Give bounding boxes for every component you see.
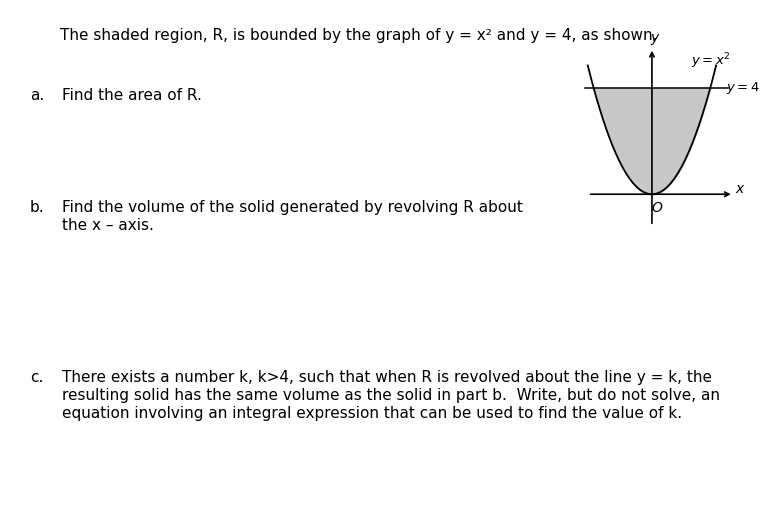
Text: $y = x^2$: $y = x^2$ [692,51,731,71]
Text: $y = 4$: $y = 4$ [727,80,760,96]
Text: c.: c. [30,370,43,385]
Text: Find the volume of the solid generated by revolving R about: Find the volume of the solid generated b… [62,200,523,215]
Text: There exists a number k, k>4, such that when R is revolved about the line y = k,: There exists a number k, k>4, such that … [62,370,712,385]
Text: a.: a. [30,88,44,103]
Text: The shaded region, R, is bounded by the graph of y = x² and y = 4, as shown.: The shaded region, R, is bounded by the … [60,28,657,43]
Text: $y$: $y$ [650,32,660,47]
Text: resulting solid has the same volume as the solid in part b.  Write, but do not s: resulting solid has the same volume as t… [62,388,720,403]
Text: the x – axis.: the x – axis. [62,218,154,233]
Text: $O$: $O$ [651,201,663,215]
Text: equation involving an integral expression that can be used to find the value of : equation involving an integral expressio… [62,406,682,421]
Text: b.: b. [30,200,45,215]
Text: Find the area of R.: Find the area of R. [62,88,202,103]
Text: $x$: $x$ [735,182,746,196]
